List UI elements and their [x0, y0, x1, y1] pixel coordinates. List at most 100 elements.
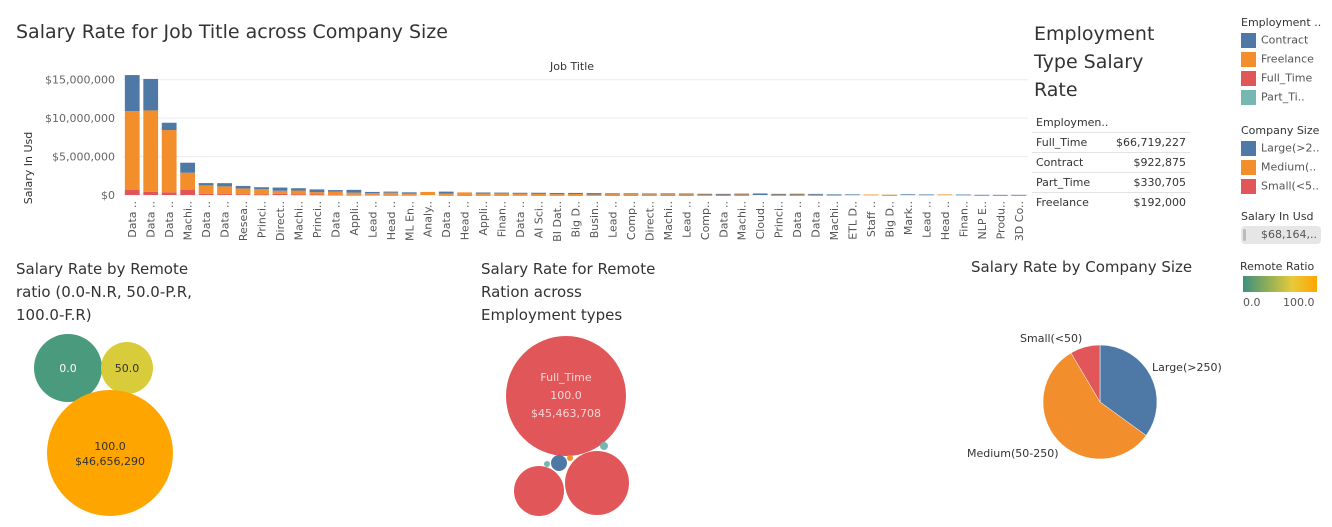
pie-slice-large[interactable] — [1099, 344, 1158, 436]
bar-segment-large[interactable] — [438, 191, 454, 194]
bar-segment-medium[interactable] — [124, 111, 140, 190]
bar-segment-large[interactable] — [254, 187, 269, 190]
bar-segment-small[interactable] — [346, 194, 362, 196]
bar-segment-medium[interactable] — [291, 190, 306, 195]
bar-segment-small[interactable] — [531, 194, 546, 196]
bar-segment-medium[interactable] — [697, 194, 713, 196]
bar-segment-large[interactable] — [291, 188, 306, 191]
bar-segment-large[interactable] — [309, 189, 325, 193]
bar-segment-medium[interactable] — [161, 130, 177, 193]
bar-segment-large[interactable] — [992, 194, 1008, 196]
bar-segment-medium[interactable] — [272, 190, 288, 194]
bar-segment-small[interactable] — [549, 194, 565, 196]
bar-segment-small[interactable] — [568, 194, 583, 196]
bar-segment-large[interactable] — [955, 194, 971, 196]
bar-segment-large[interactable] — [1011, 194, 1027, 196]
bar-segment-large[interactable] — [180, 162, 196, 173]
bar-segment-medium[interactable] — [475, 193, 491, 195]
remote-color-ramp[interactable] — [1243, 276, 1317, 292]
bar-segment-small[interactable] — [715, 194, 731, 196]
bar-segment-medium[interactable] — [734, 194, 750, 196]
legend-item-small[interactable]: Small(<5.. — [1241, 179, 1331, 198]
bubble-contract[interactable] — [551, 455, 567, 471]
bar-segment-small[interactable] — [401, 194, 417, 196]
bar-segment-small[interactable] — [697, 194, 713, 196]
bar-segment-small[interactable] — [512, 194, 528, 196]
bar-segment-large[interactable] — [641, 193, 657, 195]
bar-segment-medium[interactable] — [494, 193, 510, 195]
pie-slice-small[interactable] — [1070, 344, 1101, 403]
bubble-freelance[interactable] — [567, 455, 573, 461]
bar-segment-large[interactable] — [715, 193, 731, 195]
bar-segment-medium[interactable] — [771, 194, 787, 196]
company-size-legend[interactable]: Company Size Large(>2.. Medium(.. Small(… — [1241, 124, 1331, 198]
bar-segment-medium[interactable] — [623, 194, 639, 195]
bar-segment-large[interactable] — [475, 192, 491, 194]
bar-segment-medium[interactable] — [346, 192, 362, 195]
bar-segment-medium[interactable] — [438, 193, 454, 195]
bubble-full-time-100[interactable] — [506, 336, 626, 456]
bar-segment-large[interactable] — [568, 192, 583, 195]
bubble-0-0[interactable] — [34, 334, 102, 402]
bar-segment-large[interactable] — [623, 193, 639, 195]
bar-segment-medium[interactable] — [882, 194, 897, 196]
bar-segment-large[interactable] — [605, 193, 620, 195]
bar-segment-large[interactable] — [771, 193, 787, 195]
bar-segment-small[interactable] — [605, 194, 620, 196]
bar-segment-medium[interactable] — [605, 194, 620, 195]
bar-segment-large[interactable] — [124, 75, 140, 112]
bar-segment-medium[interactable] — [328, 191, 343, 195]
bar-segment-large[interactable] — [364, 191, 380, 194]
bar-segment-small[interactable] — [494, 194, 510, 196]
bar-segment-large[interactable] — [549, 192, 565, 195]
legend-item-full-time[interactable]: Full_Time — [1241, 71, 1331, 90]
bar-segment-medium[interactable] — [254, 189, 269, 195]
bar-segment-small[interactable] — [457, 194, 473, 196]
bar-segment-medium[interactable] — [309, 192, 325, 195]
bubble-full-time[interactable] — [565, 451, 629, 515]
legend-item-large[interactable]: Large(>2.. — [1241, 141, 1331, 160]
bar-segment-medium[interactable] — [641, 194, 657, 196]
bar-segment-small[interactable] — [641, 194, 657, 196]
bar-segment-medium[interactable] — [531, 193, 546, 195]
bar-segment-small[interactable] — [180, 189, 196, 195]
bar-segment-small[interactable] — [586, 194, 602, 196]
bar-segment-medium[interactable] — [937, 194, 953, 196]
bubble-part-time[interactable] — [544, 461, 550, 467]
bar-segment-small[interactable] — [475, 194, 491, 196]
bar-segment-small[interactable] — [309, 194, 325, 196]
bar-segment-medium[interactable] — [143, 110, 159, 192]
legend-item-medium[interactable]: Medium(.. — [1241, 160, 1331, 179]
bar-segment-medium[interactable] — [789, 194, 805, 196]
bar-segment-small[interactable] — [254, 194, 269, 196]
bar-segment-large[interactable] — [974, 194, 990, 196]
bar-segment-medium[interactable] — [660, 194, 676, 196]
bar-segment-medium[interactable] — [217, 186, 232, 195]
bar-segment-small[interactable] — [328, 194, 343, 196]
bar-segment-medium[interactable] — [549, 194, 565, 195]
bar-segment-large[interactable] — [789, 193, 805, 195]
bar-segment-medium[interactable] — [568, 194, 583, 195]
bar-segment-medium[interactable] — [401, 193, 417, 195]
legend-item-part-time[interactable]: Part_Ti.. — [1241, 90, 1331, 109]
bar-segment-medium[interactable] — [364, 193, 380, 195]
bar-segment-small[interactable] — [438, 194, 454, 196]
bar-segment-small[interactable] — [678, 194, 694, 196]
bar-segment-small[interactable] — [383, 194, 399, 196]
bar-segment-small[interactable] — [143, 191, 159, 195]
bar-segment-large[interactable] — [512, 192, 528, 194]
bar-segment-medium[interactable] — [383, 192, 399, 195]
pie-slice-medium[interactable] — [1042, 352, 1147, 460]
bar-segment-small[interactable] — [623, 194, 639, 196]
bar-segment-large[interactable] — [531, 192, 546, 194]
bar-segment-large[interactable] — [328, 190, 343, 192]
bar-segment-medium[interactable] — [586, 194, 602, 196]
bar-segment-medium[interactable] — [180, 172, 196, 190]
bubble-50-0[interactable] — [101, 342, 153, 394]
bar-segment-small[interactable] — [660, 194, 676, 196]
legend-item-freelance[interactable]: Freelance — [1241, 52, 1331, 71]
bar-segment-large[interactable] — [383, 191, 399, 193]
bar-segment-small[interactable] — [272, 193, 288, 195]
bar-segment-large[interactable] — [808, 193, 823, 195]
bubble-100-0[interactable] — [47, 390, 173, 516]
